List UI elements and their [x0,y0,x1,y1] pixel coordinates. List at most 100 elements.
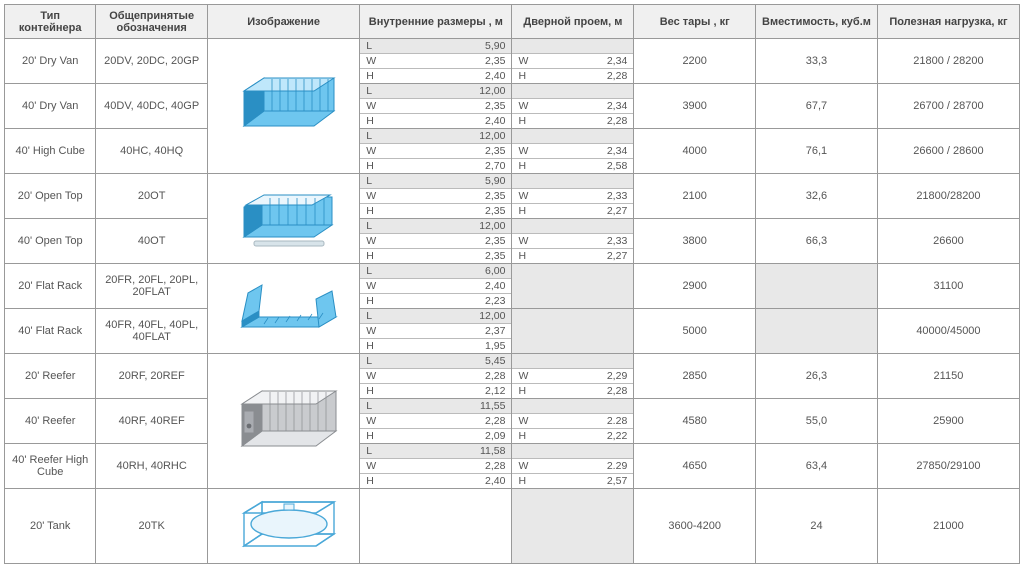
cell-image [207,174,359,264]
dim-label-W: W [512,189,548,204]
dim-value: 2,33 [549,189,634,204]
dim-value: 2,40 [406,474,512,489]
dim-value: 2,09 [406,429,512,444]
dim-label-H: H [360,204,405,219]
door-dimensions: W2,33H2,27 [512,174,633,218]
dim-label-H: H [360,114,405,129]
dim-label-L: L [360,309,405,324]
dim-label-L: L [360,174,405,189]
cell-payload: 26700 / 28700 [877,84,1019,129]
dim-label-H: H [512,114,548,129]
inner-dimensions: L5,45W2,28H2,12 [360,354,511,398]
cell-inner-dims: L12,00W2,35H2,40 [360,84,512,129]
cell-payload: 40000/45000 [877,309,1019,354]
inner-dimensions: L12,00W2,35H2,70 [360,129,511,173]
dim-label-W: W [512,54,548,69]
dim-value: 2,34 [549,54,634,69]
cell-payload: 21000 [877,489,1019,564]
cell-type: 20' Flat Rack [5,264,96,309]
cell-designations: 20TK [96,489,208,564]
dim-label-H: H [360,294,405,309]
dim-value: 2,35 [406,234,512,249]
cell-inner-dims: L5,90W2,35H2,40 [360,39,512,84]
cell-door-dims-empty [512,264,634,309]
dim-value: 2,34 [549,144,634,159]
cell-designations: 20FR, 20FL, 20PL, 20FLAT [96,264,208,309]
cell-door-dims: W2,29H2,28 [512,354,634,399]
dim-value: 2,40 [406,279,512,294]
cell-type: 20' Tank [5,489,96,564]
dim-value: 2,29 [549,369,634,384]
cell-tare: 2900 [634,264,756,309]
dim-value: 12,00 [406,309,512,324]
dim-value: 2,35 [406,54,512,69]
cell-door-dims: W2,33H2,27 [512,219,634,264]
dim-value: 5,90 [406,174,512,189]
cell-type: 40' Reefer [5,399,96,444]
cell-capacity-empty [756,264,878,309]
table-row: 40' Reefer High Cube40RH, 40RHC L11,58W2… [5,444,1020,489]
cell-capacity: 66,3 [756,219,878,264]
dim-label-L: L [360,129,405,144]
dim-label-W: W [360,459,405,474]
dim-value: 2,28 [549,114,634,129]
dim-label-H: H [360,159,405,174]
cell-image [207,39,359,174]
door-dimensions: W2,34H2,28 [512,84,633,128]
cell-designations: 40FR, 40FL, 40PL, 40FLAT [96,309,208,354]
dim-value: 2,23 [406,294,512,309]
dim-value: 2,35 [406,249,512,264]
dim-value: 2,22 [549,429,634,444]
cell-door-dims: W2,34H2,28 [512,84,634,129]
dim-value: 2,27 [549,204,634,219]
cell-door-dims: W2,33H2,27 [512,174,634,219]
cell-type: 40' Dry Van [5,84,96,129]
cell-door-dims: W2.28H2,22 [512,399,634,444]
table-row: 20' Flat Rack20FR, 20FL, 20PL, 20FLAT L6… [5,264,1020,309]
cell-capacity-empty [756,309,878,354]
cell-tare: 3800 [634,219,756,264]
inner-dimensions: L6,00W2,40H2,23 [360,264,511,308]
cell-inner-dims: L5,45W2,28H2,12 [360,354,512,399]
container-image-opentop [224,179,344,259]
table-row: 20' Reefer20RF, 20REF L5,45W2,28H2,12 W2… [5,354,1020,399]
dim-value: 12,00 [406,84,512,99]
door-dimensions: W2,34H2,58 [512,129,633,173]
cell-tare: 2200 [634,39,756,84]
dim-label-L: L [360,264,405,279]
cell-inner-dims: L12,00W2,35H2,70 [360,129,512,174]
cell-payload: 26600 / 28600 [877,129,1019,174]
cell-inner-dims: L12,00W2,35H2,35 [360,219,512,264]
cell-type: 20' Dry Van [5,39,96,84]
cell-tare: 2850 [634,354,756,399]
dim-value: 2,28 [406,369,512,384]
cell-inner-dims: L6,00W2,40H2,23 [360,264,512,309]
header-designations: Общепринятые обозначения [96,5,208,39]
dim-label-W: W [360,144,405,159]
dim-label-H: H [360,339,405,354]
header-type: Тип контейнера [5,5,96,39]
dim-value: 2,35 [406,144,512,159]
dim-value: 2,40 [406,114,512,129]
cell-tare: 3900 [634,84,756,129]
cell-tare: 3600-4200 [634,489,756,564]
cell-inner-dims: L11,58W2,28H2,40 [360,444,512,489]
inner-dimensions: L11,58W2,28H2,40 [360,444,511,488]
cell-image [207,354,359,489]
dim-value: 2,33 [549,234,634,249]
cell-designations: 20OT [96,174,208,219]
cell-payload: 21800 / 28200 [877,39,1019,84]
door-dimensions: W2.28H2,22 [512,399,633,443]
inner-dimensions: L5,90W2,35H2,40 [360,39,511,83]
dim-label-W: W [360,279,405,294]
cell-door-dims: W2,34H2,58 [512,129,634,174]
dim-value: 11,55 [406,399,512,414]
container-spec-table: Тип контейнера Общепринятые обозначения … [4,4,1020,564]
header-payload: Полезная нагрузка, кг [877,5,1019,39]
header-inner-dims: Внутренние размеры , м [360,5,512,39]
cell-designations: 20DV, 20DC, 20GP [96,39,208,84]
dim-label-W: W [512,414,548,429]
cell-designations: 40RH, 40RHC [96,444,208,489]
cell-payload: 21800/28200 [877,174,1019,219]
cell-payload: 25900 [877,399,1019,444]
